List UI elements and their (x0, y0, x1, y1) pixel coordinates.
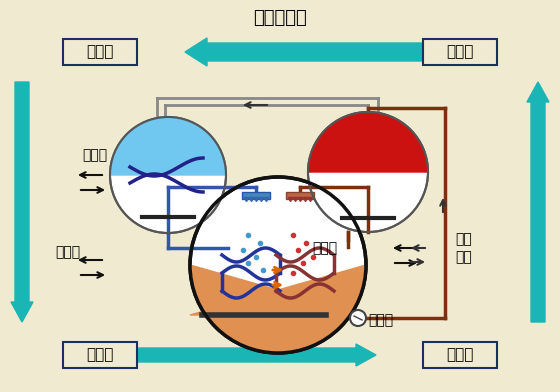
Text: 冷媒水: 冷媒水 (55, 245, 80, 259)
Circle shape (190, 177, 366, 353)
FancyArrow shape (185, 38, 455, 66)
Circle shape (308, 112, 428, 232)
FancyArrow shape (98, 344, 376, 366)
Text: 冷却水: 冷却水 (312, 241, 337, 255)
FancyBboxPatch shape (63, 342, 137, 368)
FancyBboxPatch shape (423, 342, 497, 368)
Text: 发生器: 发生器 (446, 45, 474, 60)
Text: 溶液泵: 溶液泵 (368, 313, 393, 327)
Bar (286, 192, 314, 199)
Text: 蒸发器: 蒸发器 (86, 347, 114, 363)
FancyArrow shape (11, 82, 33, 322)
FancyArrow shape (527, 82, 549, 322)
Text: 驱动
热源: 驱动 热源 (455, 232, 472, 264)
Bar (242, 192, 270, 199)
Polygon shape (190, 265, 366, 353)
Text: 冷却水: 冷却水 (82, 148, 107, 162)
Text: 冷凝器: 冷凝器 (86, 45, 114, 60)
Circle shape (110, 117, 226, 233)
Polygon shape (308, 112, 428, 172)
Text: 吸收器: 吸收器 (446, 347, 474, 363)
Text: 制冷剂蒸汽: 制冷剂蒸汽 (253, 9, 307, 27)
Circle shape (350, 310, 366, 326)
FancyBboxPatch shape (423, 39, 497, 65)
Polygon shape (110, 117, 226, 175)
FancyBboxPatch shape (63, 39, 137, 65)
